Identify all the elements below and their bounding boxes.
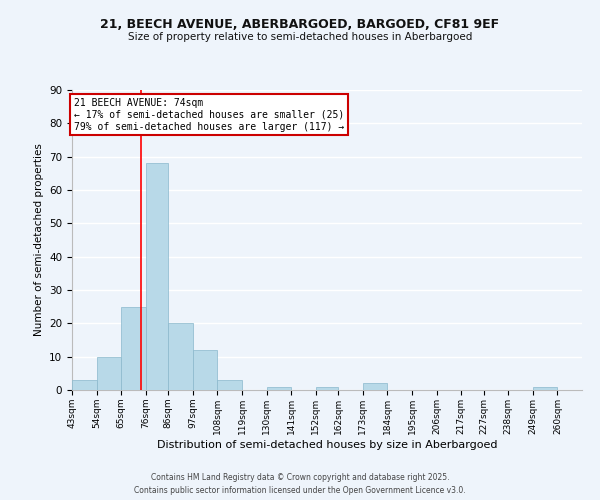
Bar (97, 356, 121, 390)
Bar (146, 164, 168, 390)
Y-axis label: Number of semi-detached properties: Number of semi-detached properties (34, 144, 44, 336)
Bar (316, 386, 338, 390)
Bar (217, 380, 242, 390)
Text: Size of property relative to semi-detached houses in Aberbargoed: Size of property relative to semi-detach… (128, 32, 472, 42)
Text: 21, BEECH AVENUE, ABERBARGOED, BARGOED, CF81 9EF: 21, BEECH AVENUE, ABERBARGOED, BARGOED, … (100, 18, 500, 30)
Text: Contains HM Land Registry data © Crown copyright and database right 2025.
Contai: Contains HM Land Registry data © Crown c… (134, 474, 466, 495)
Bar (72, 380, 97, 390)
Bar (168, 324, 193, 390)
Bar (533, 386, 557, 390)
Bar (193, 350, 217, 390)
Bar (363, 384, 388, 390)
Text: 21 BEECH AVENUE: 74sqm
← 17% of semi-detached houses are smaller (25)
79% of sem: 21 BEECH AVENUE: 74sqm ← 17% of semi-det… (74, 98, 344, 132)
Bar (266, 386, 291, 390)
Bar (121, 306, 146, 390)
X-axis label: Distribution of semi-detached houses by size in Aberbargoed: Distribution of semi-detached houses by … (157, 440, 497, 450)
